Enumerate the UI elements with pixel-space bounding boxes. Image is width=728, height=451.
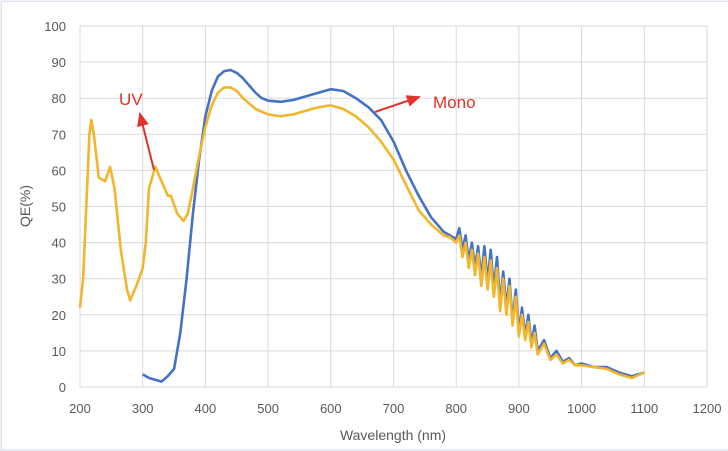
- y-tick-label: 90: [52, 55, 66, 70]
- x-tick-label: 1000: [567, 401, 596, 416]
- y-tick-label: 30: [52, 272, 66, 287]
- y-tick-label: 0: [59, 380, 66, 395]
- mono-annotation: Mono: [433, 93, 476, 112]
- y-tick-label: 50: [52, 200, 66, 215]
- y-tick-label: 80: [52, 91, 66, 106]
- series-lines: [78, 68, 645, 383]
- x-tick-label: 900: [508, 401, 530, 416]
- y-tick-label: 10: [52, 344, 66, 359]
- x-tick-labels: 200 300 400 500 600 700 800 900 1000 1100 1200: [69, 401, 721, 416]
- x-tick-label: 600: [320, 401, 342, 416]
- y-tick-label: 100: [44, 19, 66, 34]
- x-axis-label: Wavelength (nm): [340, 427, 446, 443]
- x-tick-label: 400: [195, 401, 217, 416]
- y-tick-label: 60: [52, 163, 66, 178]
- y-tick-labels: 0 10 20 30 40 50 60 70 80 90 100: [44, 19, 66, 395]
- x-tick-label: 300: [132, 401, 154, 416]
- x-tick-label: 1100: [630, 401, 658, 416]
- grid: [79, 25, 708, 388]
- mono-arrow: [374, 95, 421, 113]
- uv-annotation: UV: [119, 90, 143, 109]
- x-tick-label: 700: [383, 401, 405, 416]
- x-tick-label: 200: [69, 401, 91, 416]
- y-tick-label: 70: [52, 127, 66, 142]
- x-tick-label: 500: [257, 401, 279, 416]
- x-tick-label: 1200: [693, 401, 722, 416]
- uv-arrow: [137, 112, 155, 171]
- series-uv-line: [78, 86, 645, 380]
- x-tick-label: 800: [445, 401, 467, 416]
- y-tick-label: 40: [52, 236, 66, 251]
- y-axis-label: QE(%): [17, 185, 33, 227]
- y-tick-label: 20: [52, 308, 66, 323]
